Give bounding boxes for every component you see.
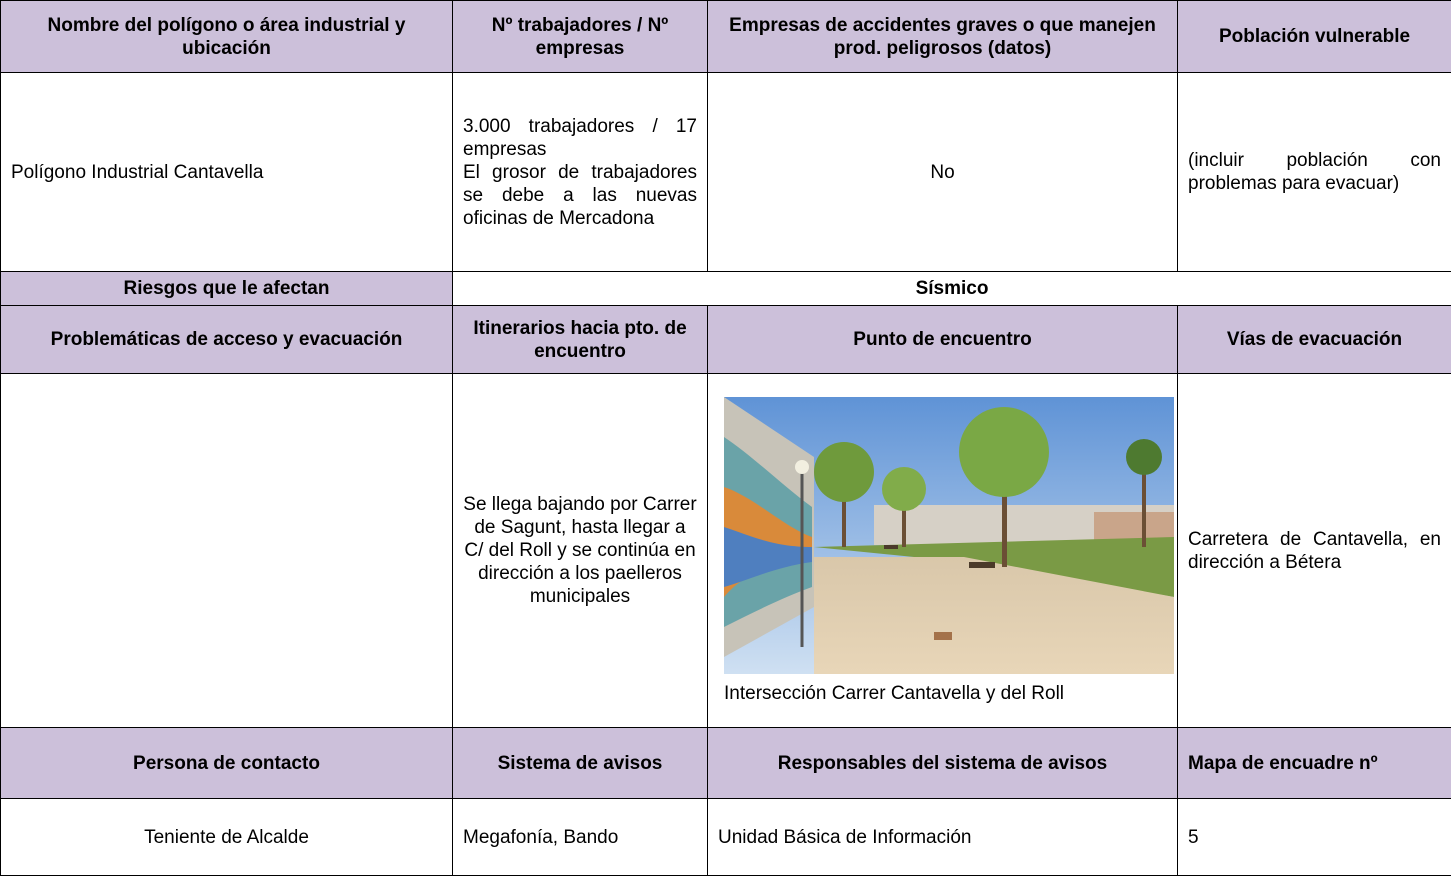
header-cell: Riesgos que le afectan <box>0 271 453 306</box>
cell: No <box>707 72 1178 272</box>
empty-cell <box>0 373 453 728</box>
data-row: Teniente de Alcalde Megafonía, Bando Uni… <box>0 798 1451 876</box>
header-cell: Itinerarios hacia pto. de encuentro <box>452 305 708 374</box>
cell: 5 <box>1177 798 1451 876</box>
cell: Se llega bajando por Carrer de Sagunt, h… <box>452 373 708 728</box>
risk-row: Riesgos que le afectan Sísmico <box>0 271 1451 306</box>
cell: Carretera de Cantavella, en dirección a … <box>1177 373 1451 728</box>
cell-paragraph: 3.000 trabajadores / 17 empresas <box>463 115 697 160</box>
data-row: Se llega bajando por Carrer de Sagunt, h… <box>0 373 1451 728</box>
cell: Sísmico <box>452 271 1451 306</box>
header-cell: Persona de contacto <box>0 727 453 799</box>
header-row: Persona de contacto Sistema de avisos Re… <box>0 727 1451 799</box>
meeting-point-photo <box>724 396 1174 674</box>
cell: (incluir población con problemas para ev… <box>1177 72 1451 272</box>
header-cell: Empresas de accidentes graves o que mane… <box>707 0 1178 73</box>
header-cell: Nombre del polígono o área industrial y … <box>0 0 453 73</box>
data-row: Polígono Industrial Cantavella 3.000 tra… <box>0 72 1451 272</box>
header-row: Problemáticas de acceso y evacuación Iti… <box>0 305 1451 374</box>
cell: Unidad Básica de Información <box>707 798 1178 876</box>
header-row: Nombre del polígono o área industrial y … <box>0 0 1451 73</box>
header-cell: Mapa de encuadre nº <box>1177 727 1451 799</box>
header-cell: Nº trabajadores / Nº empresas <box>452 0 708 73</box>
cell: Polígono Industrial Cantavella <box>0 72 453 272</box>
photo-cell: Intersección Carrer Cantavella y del Rol… <box>707 373 1178 728</box>
header-cell: Población vulnerable <box>1177 0 1451 73</box>
cell: Megafonía, Bando <box>452 798 708 876</box>
header-cell: Problemáticas de acceso y evacuación <box>0 305 453 374</box>
cell: 3.000 trabajadores / 17 empresas El gros… <box>452 72 708 272</box>
cell-paragraph: El grosor de trabajadores se debe a las … <box>463 161 697 229</box>
cell: Teniente de Alcalde <box>0 798 453 876</box>
header-cell: Vías de evacuación <box>1177 305 1451 374</box>
header-cell: Sistema de avisos <box>452 727 708 799</box>
header-cell: Punto de encuentro <box>707 305 1178 374</box>
header-cell: Responsables del sistema de avisos <box>707 727 1178 799</box>
photo-caption: Intersección Carrer Cantavella y del Rol… <box>724 682 1065 704</box>
